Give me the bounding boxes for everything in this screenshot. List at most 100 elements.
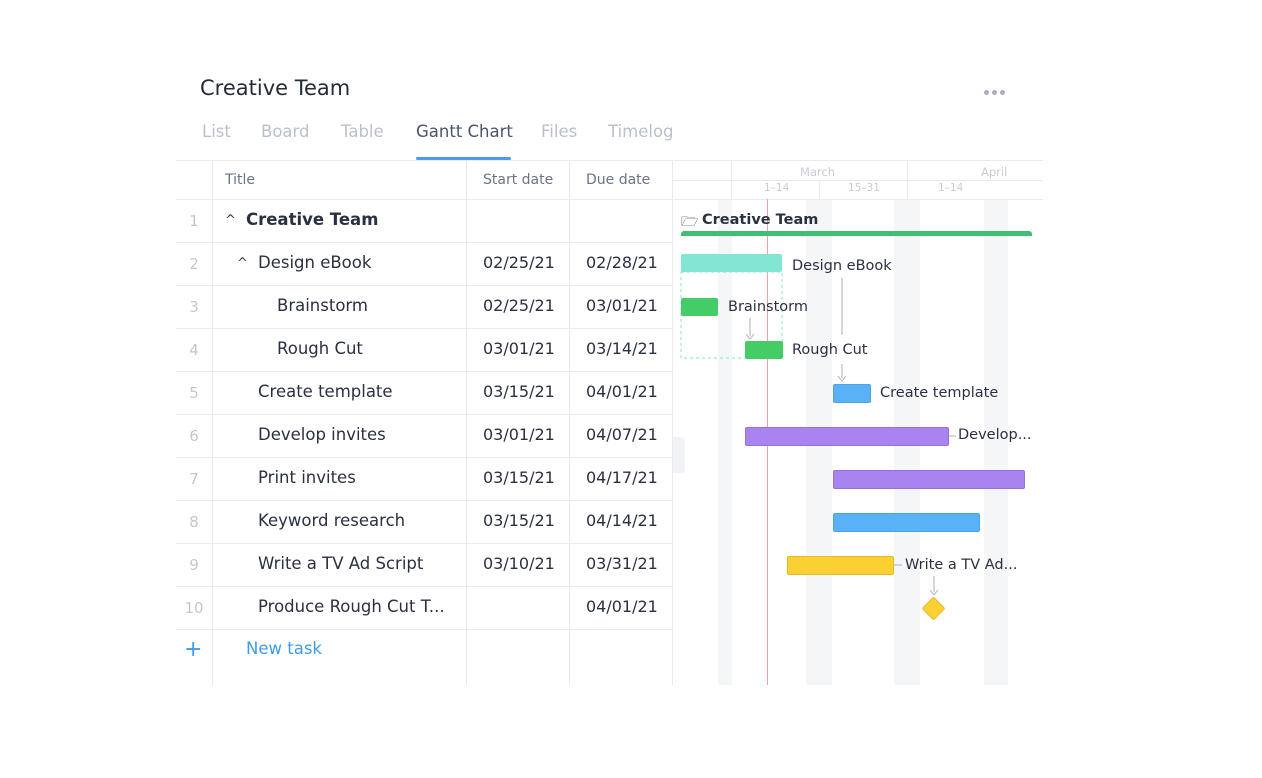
divider	[672, 160, 673, 685]
week-label: 1–14	[764, 182, 790, 194]
due-date-cell[interactable]: 04/01/21	[586, 382, 658, 401]
table-row-title[interactable]: Keyword research	[258, 511, 406, 530]
gantt-bar-label: Create template	[880, 385, 999, 401]
folder-icon: 🗁	[681, 214, 699, 230]
more-options-icon[interactable]	[984, 86, 1008, 98]
divider	[819, 180, 820, 199]
gantt-project-bar[interactable]	[681, 231, 1032, 236]
tab-gantt-chart[interactable]: Gantt Chart	[416, 122, 513, 141]
row-number: 3	[189, 298, 199, 316]
row-number: 4	[189, 341, 199, 359]
dependency-arrow	[929, 589, 939, 596]
table-row-title[interactable]: Write a TV Ad Script	[258, 554, 424, 573]
week-label: 15–31	[848, 182, 880, 194]
divider	[176, 586, 673, 587]
gantt-bar-design-ebook[interactable]	[681, 254, 782, 272]
gantt-bar-keyword-research[interactable]	[833, 513, 980, 532]
divider	[212, 160, 213, 685]
divider	[176, 199, 673, 200]
due-date-cell[interactable]: 03/01/21	[586, 296, 658, 315]
divider	[176, 457, 673, 458]
gantt-project-label: Creative Team	[702, 212, 819, 228]
start-date-cell[interactable]: 02/25/21	[483, 296, 555, 315]
table-row-title[interactable]: Produce Rough Cut T...	[258, 597, 445, 616]
gantt-bar-print-invites[interactable]	[833, 470, 1025, 489]
tab-board[interactable]: Board	[261, 122, 310, 141]
divider	[176, 414, 673, 415]
gantt-bar-develop-invites[interactable]	[745, 427, 949, 446]
divider	[176, 629, 673, 630]
weekend-stripe	[984, 199, 1008, 685]
tab-table[interactable]: Table	[341, 122, 384, 141]
table-row-title[interactable]: Brainstorm	[277, 296, 368, 315]
start-date-cell[interactable]: 03/01/21	[483, 339, 555, 358]
divider	[673, 180, 1043, 181]
start-date-cell[interactable]: 02/25/21	[483, 253, 555, 272]
divider	[731, 160, 732, 199]
row-number: 1	[189, 212, 199, 230]
due-date-cell[interactable]: 03/14/21	[586, 339, 658, 358]
month-label: April	[981, 165, 1008, 179]
tab-files[interactable]: Files	[541, 122, 578, 141]
start-date-cell[interactable]: 03/15/21	[483, 511, 555, 530]
divider	[176, 160, 1043, 161]
due-date-cell[interactable]: 04/14/21	[586, 511, 658, 530]
new-task-button[interactable]: New task	[246, 639, 322, 658]
gantt-bar-brainstorm[interactable]	[681, 298, 718, 316]
row-number: 5	[189, 384, 199, 402]
row-number: 8	[189, 513, 199, 531]
month-label: March	[800, 165, 836, 179]
tab-list[interactable]: List	[202, 122, 231, 141]
divider	[907, 160, 908, 199]
add-task-icon[interactable]: +	[184, 637, 203, 662]
divider	[176, 543, 673, 544]
row-number: 7	[189, 470, 199, 488]
start-date-cell[interactable]: 03/01/21	[483, 425, 555, 444]
divider	[176, 242, 673, 243]
gantt-bar-write-ad-script[interactable]	[787, 556, 894, 575]
collapse-caret-icon[interactable]: ^	[225, 213, 236, 228]
gantt-bar-create-template[interactable]	[833, 384, 871, 403]
row-number: 10	[184, 599, 204, 617]
table-row-title[interactable]: Develop invites	[258, 425, 386, 444]
collapse-caret-icon[interactable]: ^	[237, 256, 248, 271]
due-date-cell[interactable]: 04/07/21	[586, 425, 658, 444]
gantt-bar-rough-cut[interactable]	[745, 341, 783, 359]
start-date-cell[interactable]: 03/10/21	[483, 554, 555, 573]
gantt-bar-label: Write a TV Ad...	[905, 557, 1018, 573]
dependency-arrow	[837, 375, 847, 382]
divider	[176, 500, 673, 501]
row-number: 6	[189, 427, 199, 445]
divider	[466, 160, 467, 685]
dependency-arrow	[745, 333, 755, 340]
table-row-title[interactable]: Creative Team	[246, 210, 379, 229]
table-row-title[interactable]: Create template	[258, 382, 393, 401]
page-title: Creative Team	[200, 76, 351, 100]
active-tab-indicator	[416, 157, 511, 160]
divider	[673, 199, 1043, 200]
table-row-title[interactable]: Design eBook	[258, 253, 372, 272]
pane-resize-handle[interactable]	[673, 437, 685, 473]
due-date-cell[interactable]: 02/28/21	[586, 253, 658, 272]
due-date-cell[interactable]: 04/01/21	[586, 597, 658, 616]
gantt-bar-label: Rough Cut	[792, 342, 868, 358]
table-row-title[interactable]: Rough Cut	[277, 339, 363, 358]
column-header-due-date[interactable]: Due date	[586, 172, 651, 188]
column-header-start-date[interactable]: Start date	[483, 172, 554, 188]
due-date-cell[interactable]: 04/17/21	[586, 468, 658, 487]
divider	[569, 160, 570, 685]
start-date-cell[interactable]: 03/15/21	[483, 468, 555, 487]
gantt-bar-label: Develop...	[958, 427, 1032, 443]
divider	[176, 285, 673, 286]
due-date-cell[interactable]: 03/31/21	[586, 554, 658, 573]
column-header-title[interactable]: Title	[225, 172, 256, 188]
start-date-cell[interactable]: 03/15/21	[483, 382, 555, 401]
tab-timelog[interactable]: Timelog	[608, 122, 674, 141]
table-row-title[interactable]: Print invites	[258, 468, 356, 487]
row-number: 9	[189, 556, 199, 574]
row-number: 2	[189, 255, 199, 273]
gantt-bar-label: Design eBook	[792, 258, 892, 274]
gantt-bar-label: Brainstorm	[728, 299, 808, 315]
divider	[176, 371, 673, 372]
